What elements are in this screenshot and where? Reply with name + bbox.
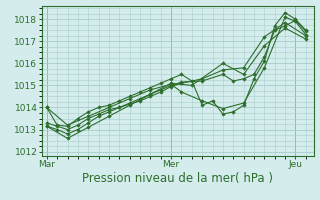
X-axis label: Pression niveau de la mer( hPa ): Pression niveau de la mer( hPa ) bbox=[82, 172, 273, 185]
